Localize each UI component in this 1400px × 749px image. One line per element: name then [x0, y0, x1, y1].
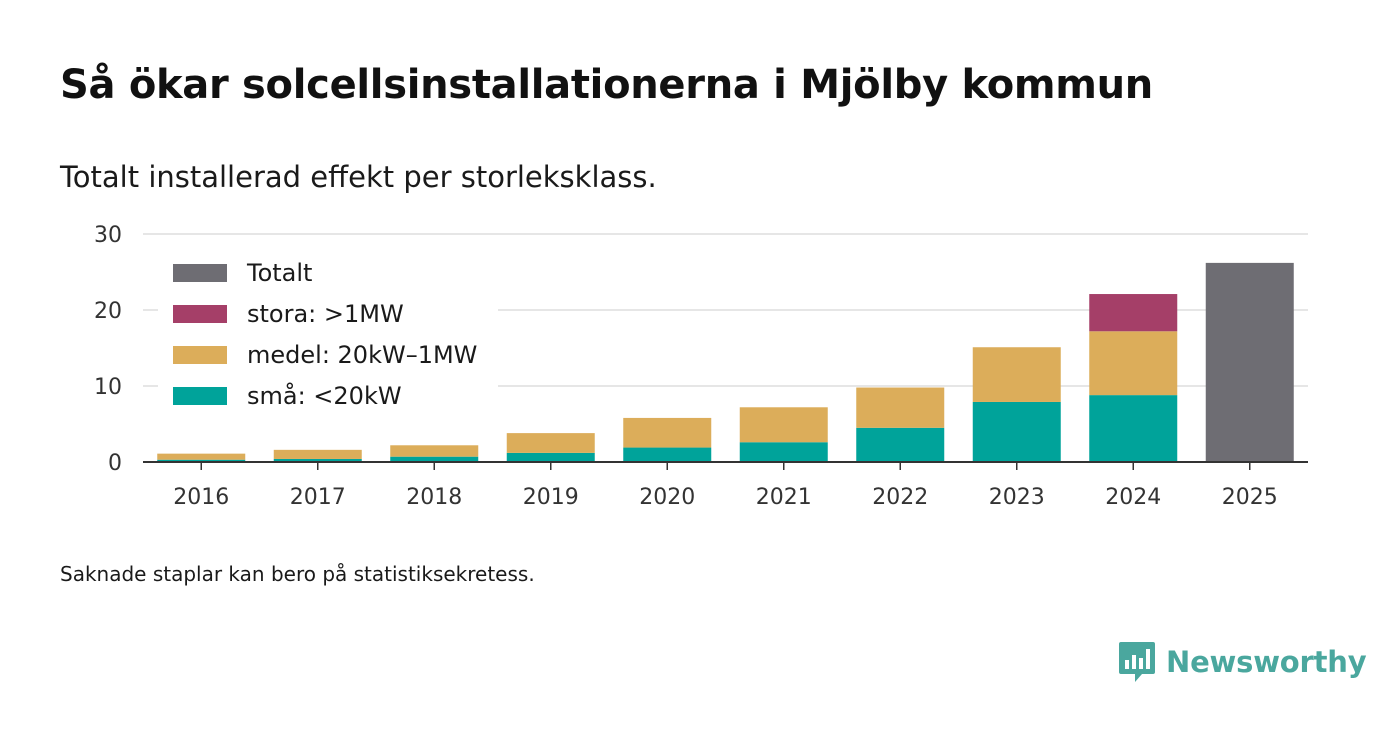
legend-swatch-medium — [173, 346, 227, 364]
bar-total-2025 — [1205, 262, 1294, 462]
legend-swatch-small — [173, 387, 227, 405]
bar-small-2022 — [856, 427, 945, 462]
y-tick-label-30: 30 — [94, 223, 122, 248]
bar-small-2017 — [273, 458, 362, 462]
bar-medium-2018 — [390, 445, 479, 457]
legend-swatch-total — [173, 264, 227, 282]
bar-small-2024 — [1089, 395, 1178, 462]
bar-small-2018 — [390, 456, 479, 462]
bar-small-2023 — [972, 401, 1061, 462]
chart-subtitle: Totalt installerad effekt per storlekskl… — [60, 160, 657, 194]
legend-label-medium: medel: 20kW–1MW — [247, 341, 477, 369]
y-tick-label-10: 10 — [94, 375, 122, 400]
bar-medium-2016 — [157, 453, 246, 460]
newsworthy-icon — [1119, 642, 1155, 682]
x-tick-label-2022: 2022 — [872, 485, 928, 510]
bar-small-2021 — [739, 442, 828, 462]
bar-medium-2021 — [739, 407, 828, 443]
bar-medium-2023 — [972, 347, 1061, 402]
bar-medium-2017 — [273, 449, 362, 459]
legend-label-large: stora: >1MW — [247, 300, 404, 328]
y-tick-label-0: 0 — [108, 451, 122, 476]
x-tick-label-2018: 2018 — [406, 485, 462, 510]
chart-title: Så ökar solcellsinstallationerna i Mjölb… — [60, 62, 1153, 108]
bar-small-2016 — [157, 459, 246, 462]
bar-small-2019 — [506, 452, 595, 462]
footnote: Saknade staplar kan bero på statistiksek… — [60, 562, 535, 586]
legend-label-total: Totalt — [246, 259, 312, 287]
bar-medium-2019 — [506, 433, 595, 453]
x-tick-label-2024: 2024 — [1105, 485, 1161, 510]
x-tick-label-2019: 2019 — [523, 485, 579, 510]
bar-medium-2024 — [1089, 331, 1178, 396]
x-tick-label-2021: 2021 — [756, 485, 812, 510]
bar-medium-2022 — [856, 387, 945, 428]
x-tick-label-2023: 2023 — [989, 485, 1045, 510]
x-tick-label-2017: 2017 — [290, 485, 346, 510]
x-tick-label-2016: 2016 — [173, 485, 229, 510]
brand-logo: Newsworthy — [1118, 640, 1367, 684]
bar-medium-2020 — [623, 417, 712, 448]
bar-large-2024 — [1089, 294, 1178, 332]
legend-label-small: små: <20kW — [247, 381, 402, 410]
y-tick-label-20: 20 — [94, 299, 122, 324]
brand-name: Newsworthy — [1166, 645, 1367, 679]
bar-small-2020 — [623, 447, 712, 462]
x-tick-label-2020: 2020 — [639, 485, 695, 510]
x-tick-label-2025: 2025 — [1222, 485, 1278, 510]
legend-swatch-large — [173, 305, 227, 323]
